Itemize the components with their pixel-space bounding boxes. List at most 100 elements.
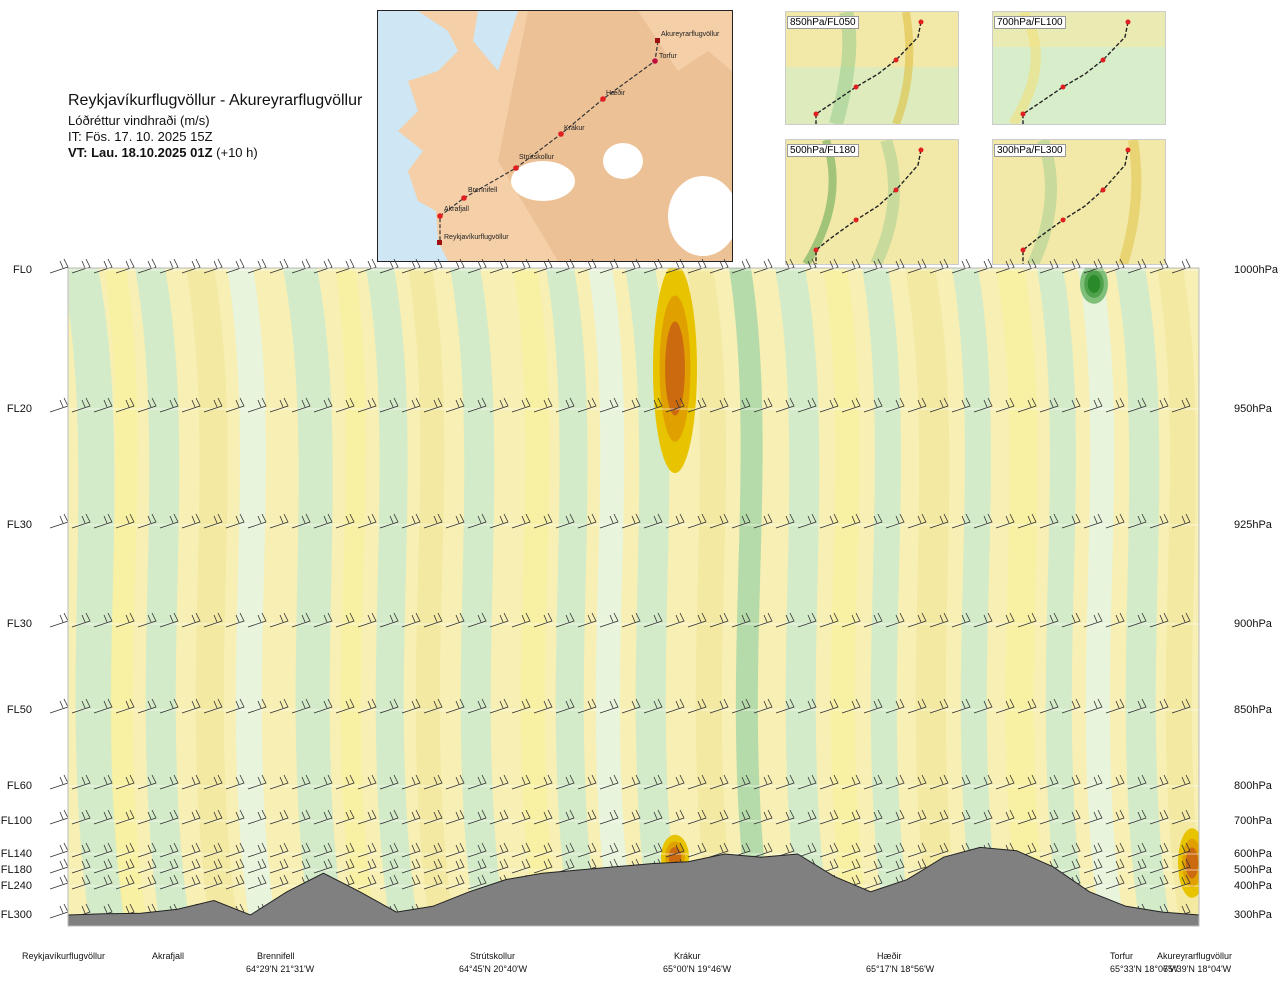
wind-barb [577, 258, 597, 274]
wind-barb [1171, 513, 1191, 529]
wind-barb [621, 397, 641, 413]
hpa-label: 300hPa [1234, 909, 1272, 921]
wind-barb [159, 397, 179, 413]
wind-barb [1083, 842, 1103, 858]
wind-barb [885, 397, 905, 413]
wind-barb [1039, 397, 1059, 413]
hpa-label: 850hPa [1234, 704, 1272, 716]
fl-label: FL240 [0, 880, 32, 892]
wind-barb [247, 612, 267, 628]
wind-barb [1061, 842, 1081, 858]
wind-barb [445, 842, 465, 858]
wind-barb [1061, 397, 1081, 413]
wind-barb [753, 612, 773, 628]
wind-barb [115, 612, 135, 628]
wind-barb [951, 258, 971, 274]
wind-barb [247, 513, 267, 529]
wind-barb [49, 774, 69, 790]
mini-map-500: 500hPa/FL180 [785, 139, 959, 265]
wind-barb [335, 612, 355, 628]
mini-map-700: 700hPa/FL100 [992, 11, 1166, 125]
wind-barb [1061, 612, 1081, 628]
wind-barb [841, 258, 861, 274]
wind-barb [665, 698, 685, 714]
wind-barb [775, 774, 795, 790]
wind-barb [313, 842, 333, 858]
wind-barb [555, 612, 575, 628]
wind-barb [71, 513, 91, 529]
wind-barb [1083, 858, 1103, 874]
wind-barb [797, 612, 817, 628]
wind-barb [159, 612, 179, 628]
wind-barb [1149, 774, 1169, 790]
wind-barb [511, 809, 531, 825]
wind-barb [203, 809, 223, 825]
wind-barb [797, 842, 817, 858]
wind-barb [709, 258, 729, 274]
wind-barb [863, 698, 883, 714]
wind-barb [137, 397, 157, 413]
wind-barb [467, 874, 487, 890]
wind-barb [511, 858, 531, 874]
wind-barb [643, 809, 663, 825]
wind-barb [599, 397, 619, 413]
wind-barb [1149, 612, 1169, 628]
wind-barb [159, 258, 179, 274]
wind-barb [929, 842, 949, 858]
wind-barb [797, 397, 817, 413]
wind-barb [621, 774, 641, 790]
wind-barb [93, 698, 113, 714]
fl-label: FL30 [6, 519, 32, 531]
wind-barb [335, 858, 355, 874]
wind-barb [225, 513, 245, 529]
wind-barb [665, 513, 685, 529]
wind-barb [687, 258, 707, 274]
hpa-label: 500hPa [1234, 864, 1272, 876]
wind-barb [1149, 809, 1169, 825]
mini-map-300-label: 300hPa/FL300 [994, 144, 1066, 157]
wind-barb [599, 809, 619, 825]
wind-barb [247, 397, 267, 413]
wind-barb [929, 698, 949, 714]
wind-barb [269, 698, 289, 714]
valid-time-offset: (+10 h) [216, 145, 258, 160]
field-band [729, 268, 772, 926]
wind-barb [621, 513, 641, 529]
wind-barb [379, 698, 399, 714]
wind-barb [841, 397, 861, 413]
wind-barb [1105, 874, 1125, 890]
fl-label: FL100 [0, 815, 32, 827]
wind-barb [511, 774, 531, 790]
wind-barb [665, 774, 685, 790]
wind-barb [137, 842, 157, 858]
wind-barb [753, 698, 773, 714]
field-band [546, 268, 598, 926]
wind-barb [181, 842, 201, 858]
wind-barb [995, 612, 1015, 628]
wind-barb [819, 809, 839, 825]
wind-barb [533, 612, 553, 628]
wind-barb [445, 809, 465, 825]
wind-barb [841, 698, 861, 714]
wind-barb [291, 809, 311, 825]
wind-barb [445, 258, 465, 274]
wind-barb [907, 842, 927, 858]
wind-barb [1083, 874, 1103, 890]
hpa-label: 800hPa [1234, 780, 1272, 792]
wind-barb [973, 809, 993, 825]
chart-title: Reykjavíkurflugvöllur - Akureyrarflugvöl… [68, 92, 363, 109]
wind-barb [137, 513, 157, 529]
field-band [823, 268, 869, 926]
wind-barb [643, 698, 663, 714]
wind-barb [621, 698, 641, 714]
wind-barb [907, 698, 927, 714]
station-coord: 65°17'N 18°56'W [866, 964, 935, 974]
wind-barb [995, 397, 1015, 413]
wind-barb [489, 809, 509, 825]
wind-barb [577, 612, 597, 628]
wind-barb [379, 397, 399, 413]
wind-barb [1083, 698, 1103, 714]
field-band [687, 268, 736, 926]
wind-barb [401, 842, 421, 858]
wind-barb [929, 397, 949, 413]
